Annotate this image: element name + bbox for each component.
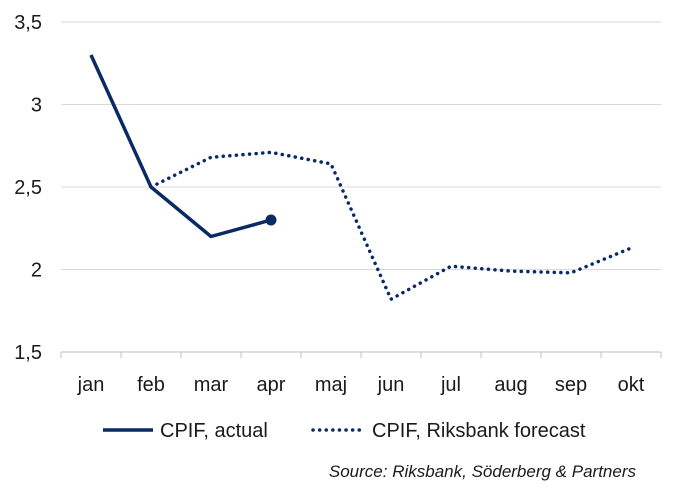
y-tick-label: 3,5 [14,12,42,34]
y-axis-ticks: 1,5 2 2,5 3 3,5 [14,12,42,364]
x-axis-ticks: jan feb mar apr maj jun jul aug sep okt [77,374,645,396]
x-tick-label: feb [137,374,165,396]
x-tick-label: jan [77,374,105,396]
y-tick-label: 1,5 [14,342,42,364]
series-line-forecast [149,150,633,301]
x-tick-label: okt [618,374,645,396]
gridlines [61,21,661,270]
y-tick-label: 2,5 [14,177,42,199]
x-axis [60,351,662,358]
x-tick-label: jul [440,374,461,396]
series-end-marker [265,214,277,226]
x-tick-label: mar [194,374,229,396]
series-line-actual [89,54,272,239]
x-tick-label: apr [257,374,286,396]
x-tick-label: jun [377,374,405,396]
x-tick-label: aug [494,374,527,396]
y-tick-label: 2 [31,260,42,282]
legend: CPIF, actual CPIF, Riksbank forecast [103,420,586,442]
legend-label-forecast: CPIF, Riksbank forecast [372,420,586,442]
y-tick-label: 3 [31,95,42,117]
x-tick-label: maj [315,374,347,396]
legend-label-actual: CPIF, actual [160,420,268,442]
source-note: Source: Riksbank, Söderberg & Partners [329,462,637,481]
series-lines [89,54,633,301]
x-tick-label: sep [555,374,587,396]
